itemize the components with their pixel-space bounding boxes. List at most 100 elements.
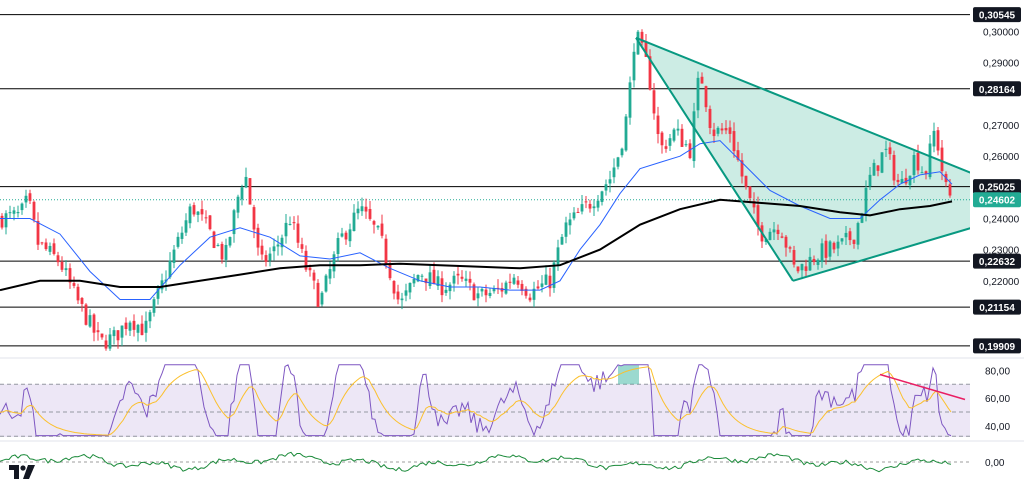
candle bbox=[792, 245, 796, 268]
candle bbox=[660, 131, 664, 154]
candle-body bbox=[920, 172, 924, 174]
candle bbox=[360, 197, 364, 216]
oscillator-axis-ticks: 0,00 bbox=[985, 458, 1005, 469]
candle-body bbox=[128, 322, 132, 331]
candle bbox=[336, 232, 340, 262]
candle-body bbox=[544, 274, 548, 285]
candle bbox=[648, 49, 652, 91]
candle bbox=[344, 230, 348, 245]
candle-body bbox=[676, 128, 680, 131]
rsi-axis-ticks: 80,00 60,00 40,00 bbox=[985, 366, 1010, 433]
candle bbox=[420, 273, 424, 282]
candle bbox=[76, 283, 80, 305]
candle-body bbox=[224, 244, 228, 260]
candle-body bbox=[916, 152, 920, 171]
candle bbox=[568, 212, 572, 235]
candle bbox=[492, 285, 496, 294]
candle bbox=[608, 170, 612, 193]
candle bbox=[396, 284, 400, 305]
candle bbox=[184, 213, 188, 237]
tradingview-logo[interactable] bbox=[8, 463, 36, 481]
candle bbox=[824, 234, 828, 265]
candle-body bbox=[616, 157, 620, 167]
candle bbox=[60, 256, 64, 272]
candle-body bbox=[664, 146, 668, 149]
candle bbox=[596, 194, 600, 212]
candle bbox=[808, 248, 812, 272]
moving-average-fast bbox=[0, 140, 953, 300]
candle-body bbox=[172, 249, 176, 263]
candle-body bbox=[540, 283, 544, 287]
candle-body bbox=[220, 243, 224, 260]
candle-body bbox=[576, 211, 580, 213]
candle-body bbox=[568, 219, 572, 226]
candle-body bbox=[948, 184, 952, 196]
candle-body bbox=[812, 258, 816, 263]
candle bbox=[112, 326, 116, 345]
candle bbox=[512, 273, 516, 285]
price-tick-label: 0,24000 bbox=[983, 214, 1020, 225]
candle bbox=[144, 311, 148, 342]
candle bbox=[908, 175, 912, 190]
triangle-pattern-line[interactable] bbox=[635, 36, 1004, 187]
candle bbox=[264, 250, 268, 267]
candle bbox=[780, 232, 784, 239]
candle-body bbox=[740, 160, 744, 177]
candle bbox=[428, 265, 432, 289]
candle-body bbox=[48, 245, 52, 252]
candle bbox=[872, 159, 876, 176]
price-level-badge bbox=[973, 7, 1021, 23]
candle-body bbox=[416, 274, 420, 282]
candle-body bbox=[592, 206, 596, 209]
candle-body bbox=[928, 143, 932, 178]
candle bbox=[340, 227, 344, 238]
candle-body bbox=[148, 312, 152, 322]
candle bbox=[548, 267, 552, 297]
candle-body bbox=[112, 330, 116, 337]
candle bbox=[232, 208, 236, 243]
oscillator-line bbox=[0, 451, 952, 473]
candle bbox=[316, 279, 320, 308]
candle bbox=[868, 167, 872, 191]
candle bbox=[456, 266, 460, 285]
candle-body bbox=[716, 127, 720, 134]
triangle-pattern bbox=[636, 37, 1003, 281]
candle-body bbox=[332, 254, 336, 272]
candle bbox=[56, 251, 60, 267]
candle-body bbox=[736, 150, 740, 160]
candle-body bbox=[756, 205, 760, 227]
triangle-pattern-line[interactable] bbox=[635, 37, 794, 282]
candle-body bbox=[76, 286, 80, 301]
price-axis[interactable]: 0,30000 0,29000 0,27000 0,26000 0,24000 0,230… bbox=[970, 0, 1024, 356]
candle-body bbox=[652, 90, 656, 114]
candle-body bbox=[924, 171, 928, 175]
candle bbox=[228, 236, 232, 248]
candle-body bbox=[684, 144, 688, 146]
candle-body bbox=[256, 227, 260, 248]
candle bbox=[476, 287, 480, 307]
candle bbox=[300, 237, 304, 253]
candle-body bbox=[180, 232, 184, 239]
price-level-badge bbox=[973, 299, 1021, 315]
candle bbox=[236, 194, 240, 219]
triangle-pattern-line[interactable] bbox=[792, 217, 1004, 282]
candle bbox=[404, 283, 408, 302]
candle bbox=[632, 43, 636, 88]
candle bbox=[352, 204, 356, 232]
candle bbox=[612, 158, 616, 184]
candle-body bbox=[692, 111, 696, 162]
candle-body bbox=[168, 260, 172, 278]
candle-body bbox=[636, 31, 640, 55]
candle-body bbox=[60, 261, 64, 270]
candle bbox=[832, 241, 836, 254]
candle-body bbox=[36, 220, 40, 245]
candle-body bbox=[624, 116, 628, 151]
candle-body bbox=[504, 282, 508, 294]
candle bbox=[488, 288, 492, 299]
candle bbox=[20, 202, 24, 215]
candle bbox=[436, 270, 440, 291]
candle bbox=[72, 276, 76, 289]
candle bbox=[116, 330, 120, 349]
candle-body bbox=[896, 179, 900, 183]
